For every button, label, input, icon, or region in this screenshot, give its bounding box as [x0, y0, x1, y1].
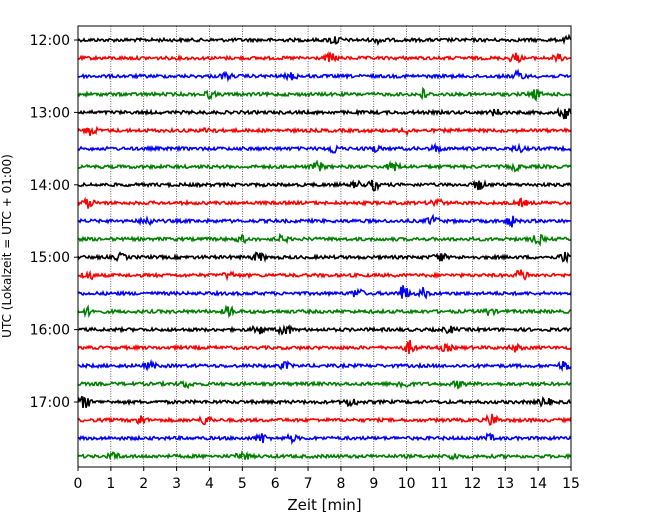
trace-line: [77, 413, 572, 426]
x-tick-label: 3: [172, 476, 181, 492]
x-tick-label: 7: [304, 476, 313, 492]
y-tick-label: 15:00: [30, 250, 70, 266]
trace-line: [77, 339, 572, 354]
trace-line: [77, 358, 572, 373]
trace-line: [77, 432, 572, 446]
x-tick-label: 6: [271, 476, 280, 492]
x-tick-label: 13: [496, 476, 514, 492]
trace-line: [77, 51, 572, 64]
x-axis-label: Zeit [min]: [287, 496, 361, 514]
trace-line: [77, 213, 572, 228]
x-axis-ticks: 0 1 2 3 4 5 6 7 8 9 10 11 12 13 14 15: [74, 467, 580, 492]
trace-line: [77, 196, 572, 209]
x-tick-label: 1: [106, 476, 115, 492]
x-tick-label: 14: [529, 476, 547, 492]
x-tick-label: 0: [74, 476, 83, 492]
trace-line: [77, 450, 572, 461]
trace-line: [77, 142, 572, 155]
x-tick-label: 9: [369, 476, 378, 492]
trace-line: [77, 269, 572, 282]
y-tick-label: 12:00: [30, 33, 70, 49]
x-tick-label: 11: [431, 476, 449, 492]
trace-line: [77, 86, 572, 102]
trace-line: [77, 304, 571, 319]
x-tick-label: 15: [562, 476, 580, 492]
trace-line: [77, 159, 572, 173]
trace-line: [77, 179, 572, 192]
x-tick-label: 4: [205, 476, 214, 492]
plot-frame: [77, 25, 572, 468]
trace-line: [77, 395, 572, 408]
trace-line: [77, 33, 572, 47]
y-axis-ticks: 12:00 13:00 14:00 15:00 16:00 17:00: [30, 33, 78, 411]
y-tick-label: 16:00: [30, 323, 70, 339]
trace-line: [77, 68, 572, 83]
x-tick-label: 2: [139, 476, 148, 492]
trace-line: [77, 324, 572, 336]
x-tick-label: 12: [463, 476, 481, 492]
x-tick-label: 10: [398, 476, 416, 492]
y-axis-label: UTC (Lokalzeit = UTC + 01:00): [0, 154, 14, 338]
trace-line: [77, 232, 572, 247]
x-tick-label: 5: [238, 476, 247, 492]
y-tick-label: 14:00: [30, 178, 70, 194]
seismic-traces: [77, 33, 572, 461]
trace-line: [77, 251, 572, 264]
trace-line: [77, 285, 572, 300]
x-tick-label: 8: [336, 476, 345, 492]
y-tick-label: 13:00: [30, 105, 70, 121]
trace-line: [77, 379, 572, 390]
vertical-grid: [110, 26, 539, 467]
y-tick-label: 17:00: [30, 395, 70, 411]
trace-line: [77, 125, 572, 137]
trace-line: [77, 106, 572, 120]
